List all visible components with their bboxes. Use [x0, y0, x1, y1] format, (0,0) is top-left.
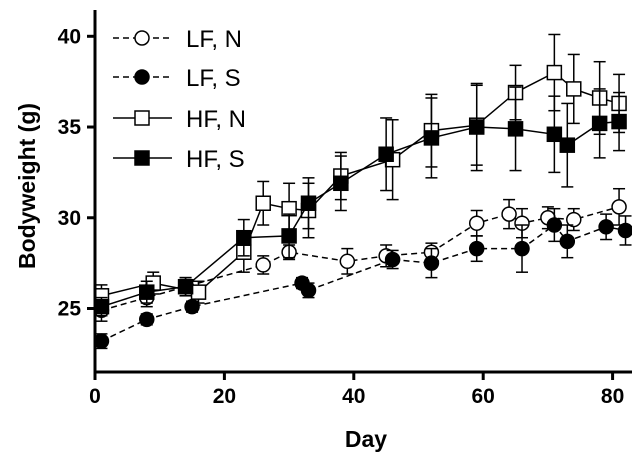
y-ticks: 25 30 35 40 — [58, 25, 95, 320]
legend-label: LF, S — [186, 65, 241, 92]
data-point — [591, 115, 608, 132]
data-point — [95, 298, 110, 315]
series-lf-s — [95, 207, 632, 350]
y-tick-label: 35 — [58, 116, 82, 139]
data-point — [95, 333, 110, 349]
data-point — [139, 311, 155, 328]
y-tick-label: 30 — [58, 207, 81, 230]
data-point — [559, 233, 576, 250]
data-point — [598, 219, 614, 235]
data-point — [423, 255, 440, 271]
data-point — [236, 229, 252, 246]
x-tick-label: 0 — [89, 385, 101, 408]
x-axis-title: Day — [345, 426, 387, 452]
x-tick-label: 40 — [342, 385, 365, 408]
x-tick-label: 60 — [472, 385, 495, 408]
legend-label: LF, N — [186, 26, 242, 53]
legend-label: HF, N — [186, 106, 246, 133]
data-point — [190, 284, 207, 300]
series-line — [101, 71, 620, 297]
data-point — [281, 228, 297, 244]
data-point — [546, 126, 563, 143]
data-point — [546, 217, 563, 233]
data-point — [184, 298, 200, 315]
data-point — [468, 240, 485, 257]
series-line — [101, 206, 620, 312]
legend-item: LF, N — [113, 26, 242, 53]
legend-marker — [134, 69, 150, 85]
y-axis-title: Bodyweight (g) — [14, 103, 40, 269]
data-point — [177, 278, 194, 295]
data-point — [617, 222, 632, 239]
legend-marker — [134, 110, 150, 126]
data-point — [546, 64, 563, 81]
legend-item: HF, S — [113, 146, 245, 173]
data-point — [501, 206, 517, 222]
data-point — [300, 282, 317, 299]
legend-item: HF, N — [113, 106, 246, 133]
data-point — [378, 146, 394, 162]
y-tick-label: 25 — [58, 297, 82, 320]
legend-item: LF, S — [113, 65, 241, 92]
data-point — [333, 175, 349, 192]
data-point — [611, 199, 627, 215]
legend-marker — [134, 150, 150, 166]
data-point — [255, 257, 271, 273]
data-point — [255, 195, 271, 211]
series-lf-n — [95, 187, 627, 322]
axes — [93, 10, 632, 374]
data-point — [507, 121, 524, 137]
series-hf-s — [95, 82, 627, 317]
legend-label: HF, S — [186, 146, 245, 173]
data-point — [468, 215, 485, 231]
data-point — [339, 253, 356, 270]
x-ticks: 0 20 40 60 80 — [89, 372, 624, 408]
plot-area — [95, 33, 632, 350]
data-point — [384, 251, 401, 268]
data-point — [423, 130, 440, 146]
legend-marker — [134, 30, 150, 46]
data-point — [611, 113, 627, 130]
data-point — [514, 240, 530, 257]
data-point — [559, 137, 576, 153]
legend: LF, N LF, S HF, N HF, S — [113, 26, 246, 173]
data-point — [468, 119, 485, 135]
data-point — [300, 195, 317, 211]
data-point — [566, 211, 582, 228]
x-tick-label: 20 — [213, 385, 236, 408]
y-tick-label: 40 — [58, 25, 81, 48]
x-tick-label: 80 — [601, 385, 624, 408]
data-point — [566, 81, 582, 97]
data-point — [139, 284, 155, 300]
